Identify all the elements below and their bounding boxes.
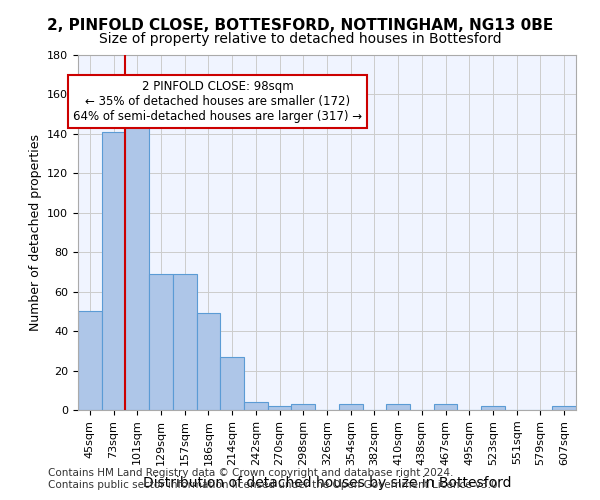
Bar xyxy=(149,274,173,410)
Bar xyxy=(220,357,244,410)
Bar xyxy=(173,274,197,410)
Bar xyxy=(552,406,576,410)
Text: 2, PINFOLD CLOSE, BOTTESFORD, NOTTINGHAM, NG13 0BE: 2, PINFOLD CLOSE, BOTTESFORD, NOTTINGHAM… xyxy=(47,18,553,32)
Text: Contains HM Land Registry data © Crown copyright and database right 2024.
Contai: Contains HM Land Registry data © Crown c… xyxy=(48,468,501,490)
Bar xyxy=(102,132,125,410)
Bar xyxy=(268,406,292,410)
Text: 2 PINFOLD CLOSE: 98sqm
← 35% of detached houses are smaller (172)
64% of semi-de: 2 PINFOLD CLOSE: 98sqm ← 35% of detached… xyxy=(73,80,362,123)
Bar xyxy=(292,404,315,410)
Bar xyxy=(434,404,457,410)
Bar xyxy=(125,122,149,410)
Bar xyxy=(78,312,102,410)
Bar xyxy=(244,402,268,410)
Bar xyxy=(339,404,362,410)
Bar xyxy=(386,404,410,410)
Bar xyxy=(481,406,505,410)
Y-axis label: Number of detached properties: Number of detached properties xyxy=(29,134,41,331)
Text: Size of property relative to detached houses in Bottesford: Size of property relative to detached ho… xyxy=(98,32,502,46)
Bar xyxy=(197,314,220,410)
X-axis label: Distribution of detached houses by size in Bottesford: Distribution of detached houses by size … xyxy=(143,476,511,490)
